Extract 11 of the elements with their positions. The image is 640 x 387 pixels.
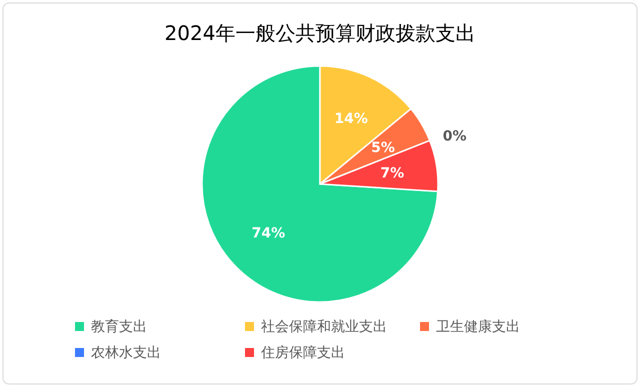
- data-label: 7%: [380, 166, 404, 182]
- text: 0%: [442, 128, 467, 144]
- chart-title: 2024年一般公共预算财政拨款支出: [164, 21, 476, 45]
- data-label: 74%: [252, 225, 286, 242]
- legend-label: 社会保障和就业支出: [261, 319, 387, 335]
- legend-label: 卫生健康支出: [436, 319, 520, 335]
- data-label: 5%: [371, 140, 395, 156]
- legend-label: 农林水支出: [91, 345, 161, 361]
- data-label: 14%: [334, 110, 368, 127]
- legend-label: 教育支出: [91, 318, 147, 335]
- legend-label: 住房保障支出: [260, 345, 345, 361]
